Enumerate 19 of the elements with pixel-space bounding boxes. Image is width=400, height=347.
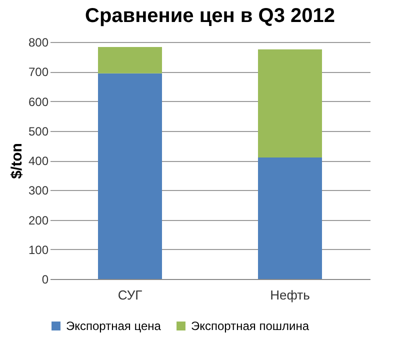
bar xyxy=(98,47,162,74)
legend-label: Экспортная цена xyxy=(66,319,162,333)
y-tick-label: 600 xyxy=(28,94,49,109)
bar xyxy=(258,49,322,158)
y-axis-title: $/ton xyxy=(8,143,26,179)
y-tick-label: 200 xyxy=(28,213,49,228)
y-tick-label: 400 xyxy=(28,154,49,168)
y-tick-label: 100 xyxy=(28,242,49,257)
x-tick-label: СУГ xyxy=(118,288,142,302)
y-tick-label: 700 xyxy=(28,65,49,80)
y-tick-label: 0 xyxy=(42,272,49,286)
y-tick-label: 500 xyxy=(28,124,49,138)
bar xyxy=(98,73,162,279)
y-tick-label: 800 xyxy=(28,36,49,50)
bar xyxy=(258,158,322,279)
chart-title: Сравнение цен в Q3 2012 xyxy=(85,5,335,27)
legend-label: Экспортная пошлина xyxy=(191,319,310,333)
y-tick-label: 300 xyxy=(28,184,49,198)
x-tick-label: Нефть xyxy=(270,288,310,302)
